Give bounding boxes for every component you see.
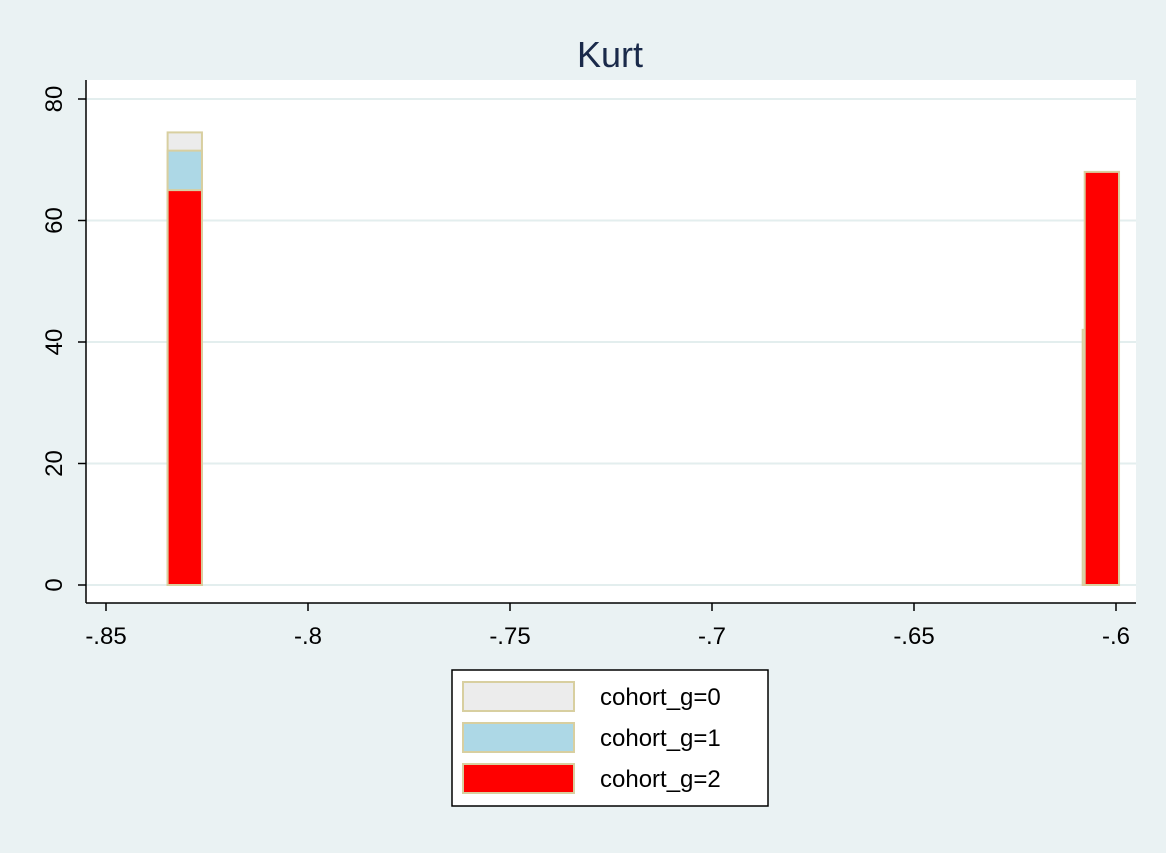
legend-label-0: cohort_g=0 xyxy=(600,684,721,711)
x-tick-label-2: -.75 xyxy=(489,623,530,650)
legend-items: cohort_g=0 cohort_g=1 cohort_g=2 xyxy=(462,681,721,794)
x-axis-ticks: -.85 -.8 -.75 -.7 -.65 -.6 xyxy=(85,603,1130,650)
bars xyxy=(166,131,1121,586)
legend-swatch-1 xyxy=(462,722,575,753)
y-tick-label-2: 40 xyxy=(41,329,68,356)
y-tick-label-4: 80 xyxy=(41,86,68,113)
legend-label-1: cohort_g=1 xyxy=(600,725,721,752)
y-axis-ticks: 0 20 40 60 80 xyxy=(41,86,86,592)
grid-lines xyxy=(86,98,1136,586)
y-tick-label-3: 60 xyxy=(41,207,68,234)
x-tick-label-4: -.65 xyxy=(893,623,934,650)
bar-series2-bin1 xyxy=(1083,170,1121,586)
chart-title: Kurt xyxy=(577,34,643,75)
x-tick-label-5: -.6 xyxy=(1102,623,1130,650)
legend-swatch-2 xyxy=(462,763,575,794)
bar-series2-bin0 xyxy=(166,189,203,586)
y-tick-label-0: 0 xyxy=(41,578,68,591)
legend: cohort_g=0 cohort_g=1 cohort_g=2 xyxy=(451,669,769,807)
x-tick-label-0: -.85 xyxy=(85,623,126,650)
legend-swatch-0 xyxy=(462,681,575,712)
legend-label-2: cohort_g=2 xyxy=(600,766,721,793)
x-tick-label-3: -.7 xyxy=(698,623,726,650)
y-tick-label-1: 20 xyxy=(41,450,68,477)
x-tick-label-1: -.8 xyxy=(294,623,322,650)
